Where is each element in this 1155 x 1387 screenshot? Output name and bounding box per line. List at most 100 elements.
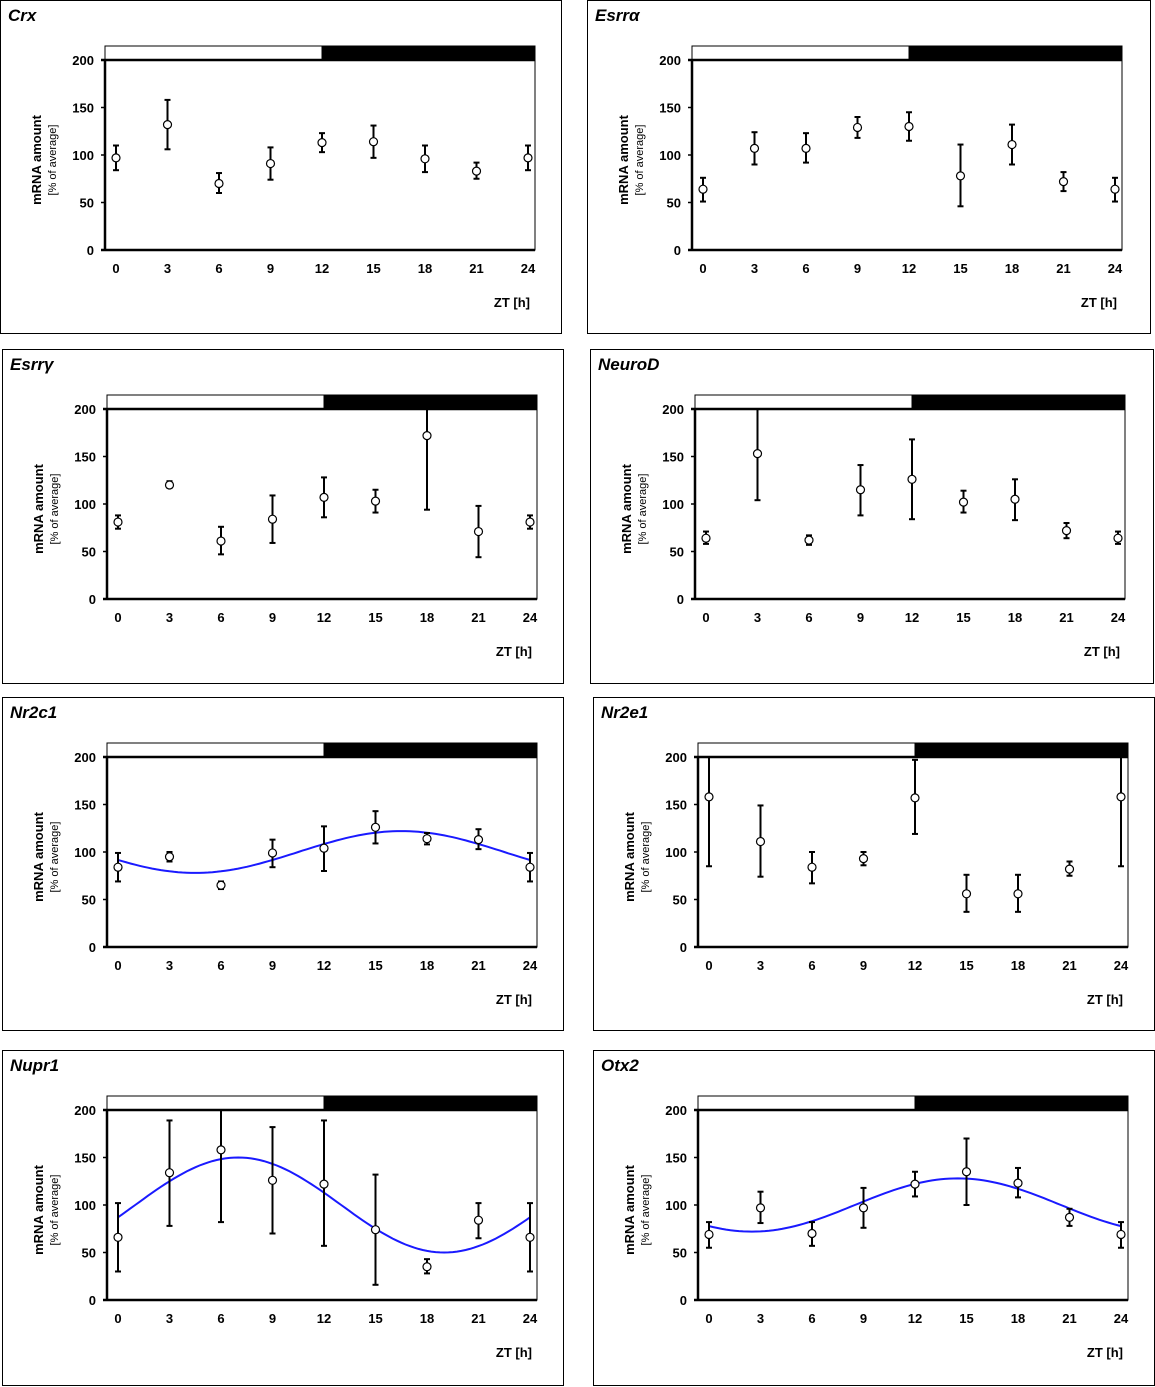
y-tick-label: 200 — [74, 402, 96, 417]
x-tick-label: 21 — [1056, 261, 1070, 276]
x-tick-label: 21 — [471, 1311, 485, 1326]
x-tick-label: 3 — [751, 261, 758, 276]
data-point — [111, 144, 121, 172]
x-tick-label: 9 — [857, 610, 864, 625]
dark-phase-bar — [321, 45, 536, 61]
data-point — [368, 124, 379, 159]
mean-marker — [910, 1179, 920, 1189]
data-point — [858, 851, 869, 867]
x-tick-label: 15 — [368, 610, 382, 625]
x-tick-label: 6 — [802, 261, 809, 276]
y-axis-label: mRNA amount — [619, 463, 634, 553]
data-point — [473, 504, 484, 559]
chart-title: Esrrα — [595, 6, 640, 25]
x-tick-label: 0 — [112, 261, 119, 276]
mean-marker — [471, 166, 482, 176]
x-tick-label: 24 — [1108, 261, 1123, 276]
data-point — [1113, 530, 1123, 545]
mean-marker — [162, 119, 173, 130]
data-point — [317, 132, 327, 154]
mean-marker — [319, 492, 329, 502]
chart-svg: 0 50 100 150 200 0 3 6 9 12 15 18 21 24 ZT [h] mRNA amo… — [622, 1095, 1129, 1360]
data-point — [1013, 873, 1023, 913]
data-point — [704, 1221, 714, 1249]
data-point — [164, 851, 175, 863]
data-point — [523, 144, 533, 172]
mean-marker — [852, 122, 863, 133]
x-tick-label: 12 — [905, 610, 919, 625]
y-tick-label: 100 — [665, 1198, 687, 1213]
x-tick-label: 21 — [1062, 1311, 1076, 1326]
light-phase-bar — [106, 742, 325, 758]
mean-marker — [701, 533, 711, 543]
x-axis-label: ZT [h] — [1087, 1345, 1123, 1360]
y-tick-label: 0 — [680, 940, 687, 955]
x-tick-label: 12 — [908, 1311, 922, 1326]
mean-marker — [523, 153, 533, 163]
mean-marker — [525, 862, 535, 872]
y-axis-sublabel: [% of average] — [49, 474, 61, 545]
mean-marker — [755, 1203, 766, 1213]
x-tick-label: 6 — [217, 610, 224, 625]
mean-marker — [164, 480, 175, 490]
mean-marker — [858, 1203, 869, 1213]
mean-marker — [907, 474, 917, 484]
mean-marker — [855, 485, 866, 495]
mean-marker — [1013, 1178, 1023, 1188]
x-tick-label: 0 — [114, 610, 121, 625]
mean-marker — [473, 835, 484, 845]
chart-panel-otx2: Otx2 0 50 100 150 200 0 3 6 9 12 15 18 21 24 ZT [h] mRNA… — [593, 1050, 1155, 1386]
x-tick-label: 24 — [521, 261, 536, 276]
y-tick-label: 200 — [662, 402, 684, 417]
mean-marker — [216, 536, 226, 546]
data-point — [749, 131, 760, 166]
plot-frame — [106, 408, 538, 600]
data-point — [1064, 860, 1075, 877]
mean-marker — [216, 880, 226, 890]
light-phase-bar — [691, 45, 910, 61]
y-tick-label: 50 — [673, 1246, 687, 1261]
dark-phase-bar — [911, 394, 1126, 410]
chart-svg: 0 50 100 150 200 0 3 6 9 12 15 18 21 24 ZT [h] mRNA amo… — [622, 742, 1129, 1007]
y-tick-label: 150 — [665, 1151, 687, 1166]
data-point — [473, 828, 484, 851]
light-phase-bar — [106, 1095, 325, 1111]
mean-marker — [319, 1179, 329, 1189]
mean-marker — [420, 154, 430, 164]
plot-frame — [106, 1109, 538, 1301]
data-point — [422, 1258, 432, 1275]
data-point — [267, 1126, 278, 1235]
data-point — [807, 1221, 817, 1247]
y-tick-label: 150 — [72, 101, 94, 116]
data-point — [1007, 123, 1017, 166]
y-tick-label: 200 — [665, 750, 687, 765]
x-tick-label: 0 — [114, 1311, 121, 1326]
x-tick-label: 21 — [471, 610, 485, 625]
chart-svg: 0 50 100 150 200 0 3 6 9 12 15 18 21 24 ZT [h] mRNA amo… — [31, 1095, 538, 1360]
data-point — [804, 534, 814, 546]
data-point — [752, 409, 763, 502]
x-tick-label: 0 — [114, 958, 121, 973]
x-axis-label: ZT [h] — [496, 644, 532, 659]
data-point — [214, 172, 224, 194]
x-tick-label: 0 — [702, 610, 709, 625]
x-axis-label: ZT [h] — [1087, 992, 1123, 1007]
dark-phase-bar — [323, 394, 538, 410]
data-point — [164, 1119, 175, 1227]
x-tick-label: 9 — [269, 1311, 276, 1326]
chart-svg: 0 50 100 150 200 0 3 6 9 12 15 18 21 24 ZT [h] mRNA amo… — [31, 742, 538, 1007]
x-tick-label: 18 — [1011, 1311, 1025, 1326]
x-tick-label: 3 — [757, 1311, 764, 1326]
data-point — [113, 851, 123, 883]
x-tick-label: 15 — [366, 261, 380, 276]
x-tick-label: 21 — [1062, 958, 1076, 973]
mean-marker — [698, 184, 708, 194]
y-tick-label: 150 — [662, 450, 684, 465]
x-tick-label: 18 — [420, 958, 434, 973]
mean-marker — [804, 535, 814, 545]
x-tick-label: 9 — [269, 610, 276, 625]
mean-marker — [113, 517, 123, 527]
data-point — [910, 1170, 920, 1198]
mean-marker — [525, 1232, 535, 1242]
data-point — [319, 476, 329, 519]
